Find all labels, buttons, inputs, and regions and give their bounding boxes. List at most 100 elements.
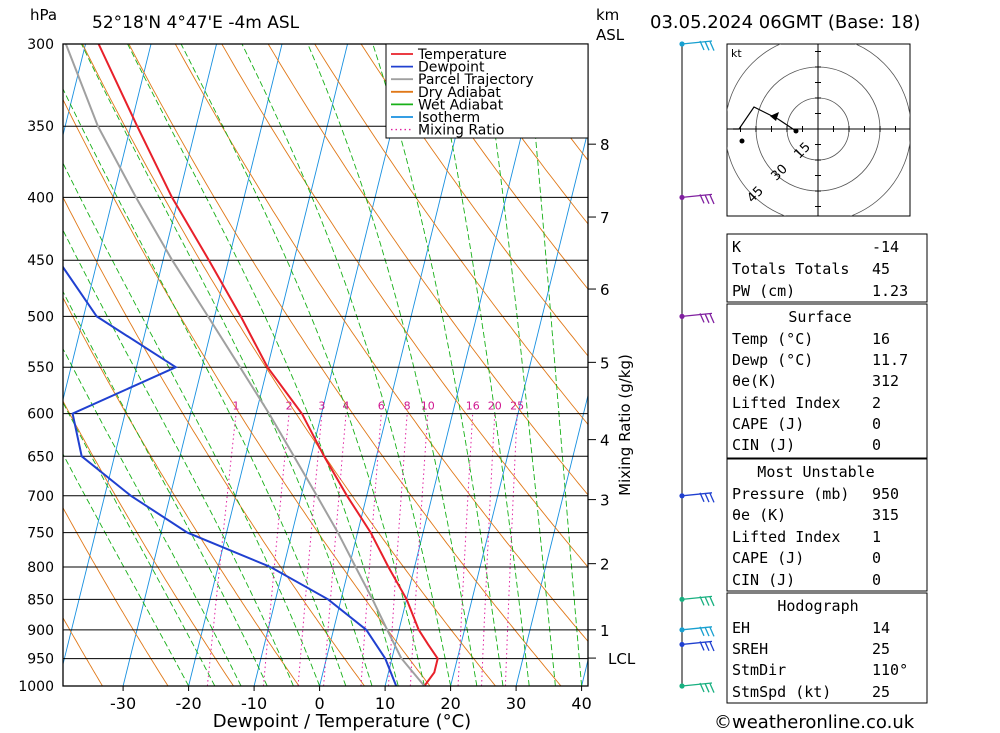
- credit-link[interactable]: ©weatheronline.co.uk: [714, 712, 915, 733]
- series-parcel-trajectory: [64, 44, 426, 686]
- stat-value: 315: [872, 506, 899, 524]
- pressure-tick-label: 900: [27, 623, 54, 639]
- height-tick-label: 1: [600, 622, 610, 640]
- wet-adiabat-line: [431, 44, 530, 686]
- temperature-axis: -30 -20 -10 0 10 20 30 40: [110, 686, 592, 713]
- height-tick-label: 4: [600, 432, 610, 450]
- wind-barb-feather: [699, 626, 705, 637]
- stat-value: 0: [872, 415, 881, 433]
- dry-adiabat-line: [63, 296, 300, 686]
- mixing-ratio-line: [481, 413, 496, 686]
- pressure-tick-label: 750: [27, 526, 54, 542]
- mixing-ratio-tick-label: 3: [318, 400, 325, 413]
- datetime-title: 03.05.2024 06GMT (Base: 18): [650, 12, 920, 33]
- pressure-tick-label: 950: [27, 652, 54, 668]
- x-tick-label: -10: [241, 694, 267, 713]
- height-axis: 8 7 6 5 4 3 2 1 LCL: [588, 136, 636, 668]
- wind-barb: [679, 640, 715, 652]
- pressure-tick-label: 400: [27, 190, 54, 206]
- stat-value: 0: [872, 571, 881, 589]
- x-tick-label: 20: [440, 694, 460, 713]
- dry-adiabat-line: [406, 44, 588, 290]
- indices-table: K -14 Totals Totals 45 PW (cm) 1.23: [726, 233, 928, 303]
- stat-label: θe(K): [732, 372, 777, 390]
- wind-barbs: [679, 40, 715, 693]
- height-tick-label: 3: [600, 492, 610, 510]
- hodograph-title: Hodograph: [777, 597, 858, 615]
- mixing-ratio-line: [457, 413, 474, 686]
- mixing-ratio-labels: 1 2 3 4 6 8 10 16 20 25: [233, 400, 525, 413]
- wind-barb-shaft: [681, 626, 713, 631]
- wind-barb-feather: [699, 596, 705, 606]
- pressure-axis: 300 350 400 450 500 550 600 650 700 750 800 850 900 9…: [18, 37, 54, 695]
- stat-label: θe (K): [732, 506, 786, 524]
- wind-barb-shaft: [681, 492, 713, 497]
- mixing-ratio-line: [323, 413, 347, 686]
- legend-label: Isotherm: [418, 110, 480, 126]
- wet-adiabat-line: [307, 44, 478, 686]
- stat-label: Temp (°C): [732, 330, 813, 348]
- mixing-ratio-tick-label: 6: [378, 400, 385, 413]
- x-tick-label: -20: [176, 694, 202, 713]
- height-tick-label: 6: [600, 281, 610, 299]
- mixing-ratio-line: [360, 413, 382, 686]
- stat-value: 0: [872, 436, 881, 454]
- stat-value: 0: [872, 549, 881, 567]
- stat-value: 1: [872, 528, 881, 546]
- wet-adiabat-line: [127, 44, 399, 686]
- stat-label: CIN (J): [732, 571, 795, 589]
- stat-value: 14: [872, 619, 890, 637]
- wind-barb: [679, 492, 715, 503]
- height-unit-asl: ASL: [596, 26, 625, 44]
- plot-frame: [62, 43, 589, 687]
- dry-adiabat-line: [128, 44, 562, 686]
- isotherm-line: [122, 44, 283, 686]
- pressure-tick-label: 800: [27, 560, 54, 576]
- wind-barb-feather: [704, 41, 710, 51]
- hodograph: kt 15 30 45: [726, 43, 911, 217]
- isotherm-line: [515, 393, 588, 686]
- stat-label: Lifted Index: [732, 394, 840, 412]
- legend-label: Parcel Trajectory: [418, 72, 534, 88]
- wind-barb-feather: [704, 641, 710, 651]
- wind-barb: [679, 626, 715, 637]
- isotherm-line: [63, 44, 217, 667]
- stat-value: 2: [872, 394, 881, 412]
- wind-barb-shaft: [681, 193, 713, 199]
- pressure-unit-label: hPa: [30, 6, 57, 24]
- wind-barb-feather: [709, 683, 715, 693]
- mixing-ratio-line: [206, 413, 237, 686]
- stat-value: 25: [872, 640, 890, 658]
- pressure-tick-label: 450: [27, 253, 54, 269]
- dry-adiabat-line: [360, 44, 588, 357]
- most-unstable-title: Most Unstable: [757, 463, 874, 481]
- mixing-ratio-tick-label: 16: [466, 400, 480, 413]
- dry-adiabat-line: [63, 196, 365, 686]
- wind-barb-feather: [709, 627, 715, 637]
- most-unstable-table: Most Unstable Pressure (mb) 950 θe (K) 3…: [726, 458, 928, 592]
- stat-label: CAPE (J): [732, 415, 804, 433]
- wet-adiabat-line: [372, 44, 504, 686]
- wind-barb-shaft: [681, 312, 713, 318]
- pressure-tick-label: 700: [27, 489, 54, 505]
- wind-barb-feather: [709, 641, 715, 652]
- isotherm-line: [450, 129, 588, 686]
- dry-adiabat-line: [267, 44, 588, 496]
- wind-barb-feather: [704, 194, 710, 204]
- series-dewpoint: [63, 265, 398, 686]
- mixing-ratio-tick-label: 1: [233, 400, 240, 413]
- x-axis-label: Dewpoint / Temperature (°C): [213, 711, 471, 732]
- surface-title: Surface: [788, 308, 851, 326]
- stat-label: K: [732, 238, 741, 256]
- mixing-ratio-line: [409, 413, 429, 686]
- stat-value: 950: [872, 485, 899, 503]
- wind-barb-feather: [704, 683, 710, 693]
- pressure-tick-label: 650: [27, 449, 54, 465]
- wind-barb-feather: [709, 194, 715, 205]
- wind-barb-feather: [699, 313, 705, 323]
- pressure-tick-label: 1000: [18, 679, 54, 695]
- mixing-ratio-tick-label: 4: [343, 400, 350, 413]
- isotherm-line: [253, 44, 414, 686]
- stat-label: Totals Totals: [732, 260, 849, 278]
- location-title: 52°18'N 4°47'E -4m ASL: [92, 13, 300, 33]
